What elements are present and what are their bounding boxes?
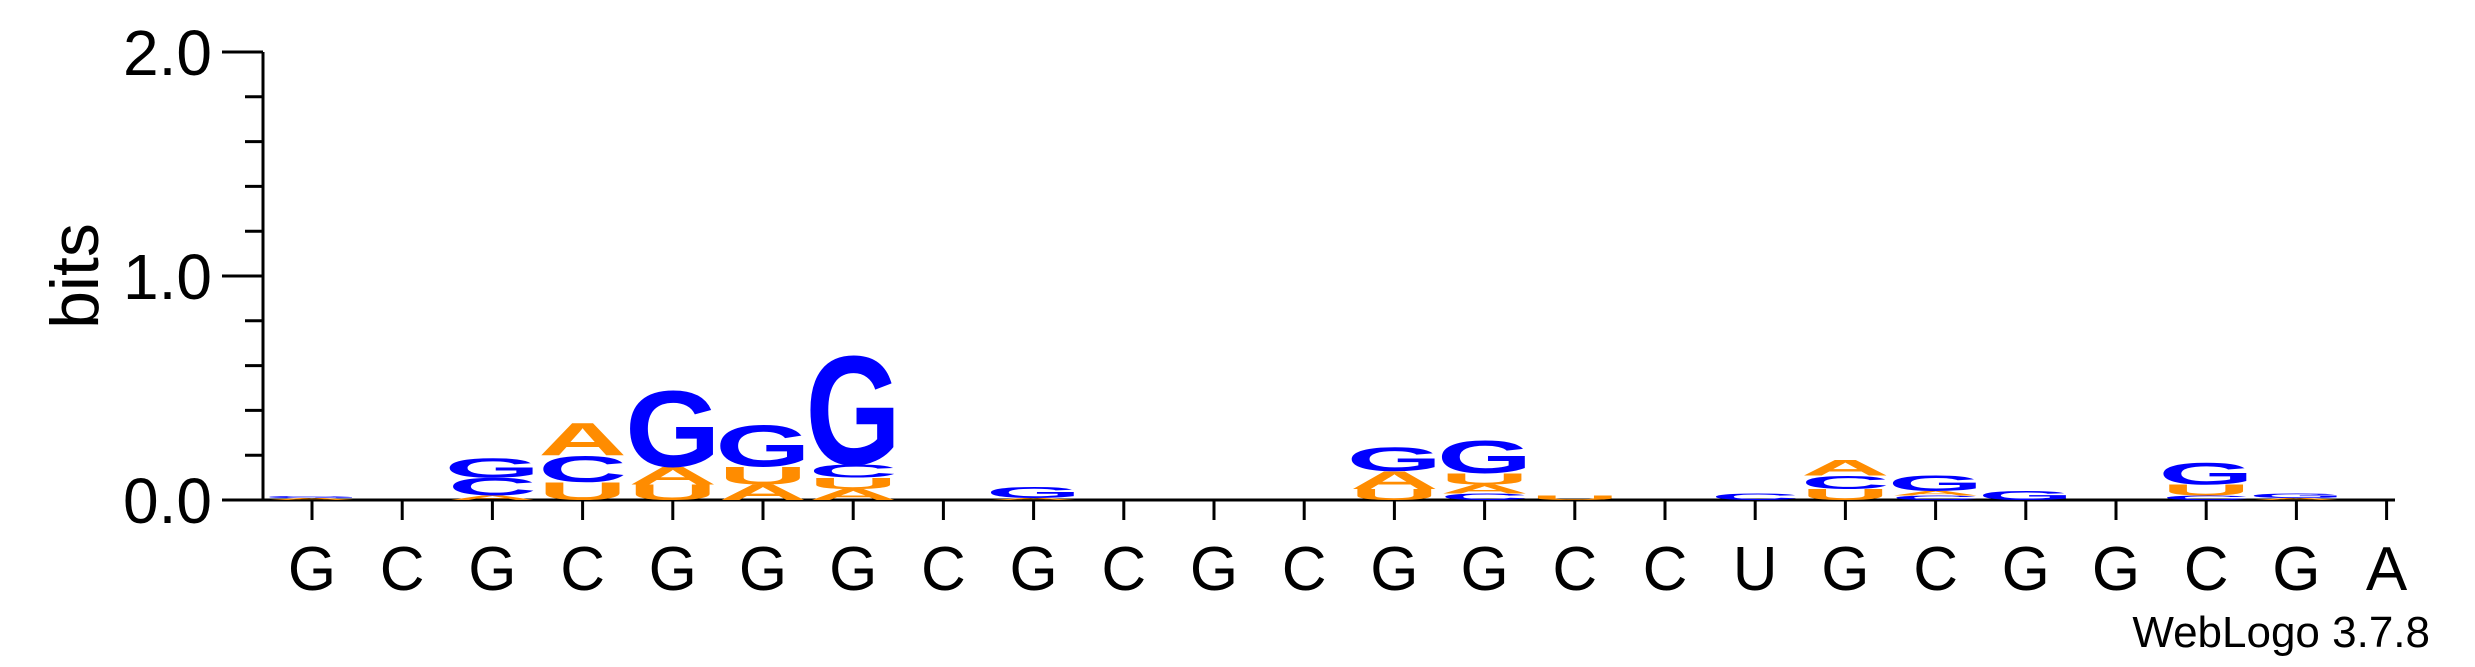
x-tick-label: G	[2272, 535, 2320, 604]
x-tick-label: C	[1913, 535, 1958, 604]
logo-letter-A: A	[448, 494, 537, 501]
logo-letter-C: C	[2162, 494, 2251, 501]
x-tick-label: G	[1821, 535, 1869, 604]
x-tick-label: G	[1370, 535, 1418, 604]
x-tick-label: G	[468, 535, 516, 604]
logo-letter-G: G	[986, 484, 1082, 501]
logo-letter-A: A	[1801, 456, 1890, 480]
logo-letter-C: C	[1891, 494, 1980, 501]
logo-letter-A: A	[1891, 490, 1980, 497]
x-tick-label: G	[1190, 535, 1238, 604]
logo-letter-C: C	[538, 449, 627, 491]
logo-letter-U: U	[809, 475, 898, 492]
x-tick-label: G	[649, 535, 697, 604]
x-tick-label: G	[2092, 535, 2140, 604]
y-axis-label: bits	[37, 223, 113, 329]
x-tick-label: U	[1733, 535, 1778, 604]
logo-letter-A: A	[1350, 466, 1439, 494]
logo-letter-U: U	[2162, 481, 2251, 498]
logo-letter-G: G	[264, 495, 360, 498]
x-tick-label: C	[1282, 535, 1327, 604]
logo-letter-G: G	[1978, 489, 2074, 503]
logo-letter-U: U	[1440, 470, 1529, 487]
logo-letter-A: A	[628, 462, 717, 490]
logo-letter-G: G	[1437, 431, 1533, 483]
y-tick-label: 0.0	[123, 465, 212, 537]
x-tick-label: C	[560, 535, 605, 604]
logo-letter-A: A	[2252, 497, 2341, 500]
logo-letter-C: C	[1711, 492, 1800, 502]
x-tick-label: C	[380, 535, 425, 604]
logo-letter-C: C	[448, 473, 537, 501]
x-tick-label: G	[829, 535, 877, 604]
logo-letter-A: A	[538, 413, 627, 465]
logo-letter-G: G	[1888, 471, 1984, 495]
logo-letter-U: U	[719, 462, 808, 490]
axes: bits	[37, 52, 2395, 502]
logo-letter-A: A	[1440, 482, 1529, 496]
logo-letter-U: U	[1801, 486, 1890, 503]
x-tick-label: C	[921, 535, 966, 604]
y-ticks: 0.0 1.0 2.0	[123, 17, 263, 537]
x-tick-label: G	[1460, 535, 1508, 604]
logo-letter-U: U	[1350, 486, 1439, 503]
x-tick-label: G	[288, 535, 336, 604]
logo-letter-G: G	[715, 414, 811, 480]
x-tick-label: G	[1009, 535, 1057, 604]
logo-letter-A: A	[989, 497, 1078, 500]
x-tick-label: C	[1643, 535, 1688, 604]
logo-letter-G: G	[805, 323, 901, 497]
logo-letter-A: A	[809, 486, 898, 503]
x-tick-label: C	[1101, 535, 1146, 604]
y-tick-label: 1.0	[123, 241, 212, 313]
logo-letter-G: G	[1347, 440, 1443, 478]
x-tick-label: C	[1552, 535, 1597, 604]
logo-letter-G: G	[2249, 492, 2345, 499]
weblogo-credit: WebLogo 3.7.8	[2132, 608, 2430, 657]
logo-letter-C: C	[1801, 472, 1890, 493]
logo-letter-C: C	[1440, 492, 1529, 502]
y-tick-label: 2.0	[123, 17, 212, 89]
logo-letter-C: C	[809, 461, 898, 482]
logo-letter-A: A	[268, 497, 357, 500]
x-tick-label: G	[739, 535, 787, 604]
logo-letter-G: G	[625, 368, 721, 490]
x-tick-label: C	[2184, 535, 2229, 604]
logo-letter-G: G	[445, 452, 541, 483]
x-tick-label: A	[2366, 535, 2408, 604]
logo-letter-G: G	[2158, 456, 2254, 491]
logo-letter-U: U	[1530, 494, 1619, 501]
x-tick-label: G	[2002, 535, 2050, 604]
